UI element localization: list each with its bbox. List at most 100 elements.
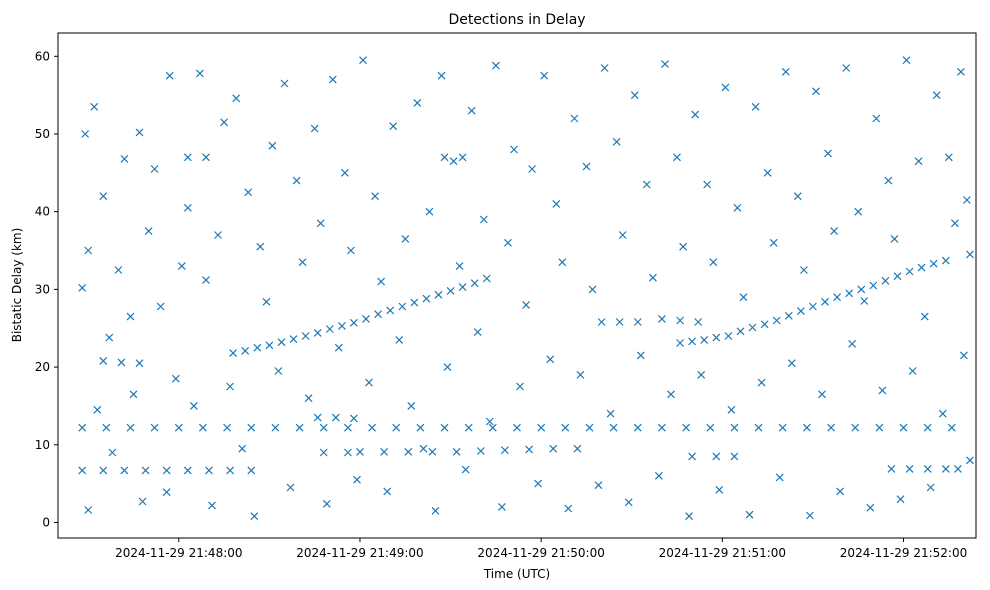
y-tick-label: 30 xyxy=(35,282,50,296)
data-point xyxy=(223,423,232,432)
data-point xyxy=(497,502,506,511)
data-point xyxy=(703,180,712,189)
data-point xyxy=(609,423,618,432)
data-point xyxy=(78,423,87,432)
data-point xyxy=(340,168,349,177)
data-point xyxy=(144,227,153,236)
data-point xyxy=(691,110,700,119)
data-point xyxy=(908,367,917,375)
data-point xyxy=(872,114,881,123)
data-point xyxy=(313,328,322,337)
data-point xyxy=(226,382,235,391)
data-point xyxy=(90,102,99,111)
data-point xyxy=(301,332,310,340)
data-point xyxy=(226,466,235,475)
data-point xyxy=(99,466,108,475)
data-point xyxy=(784,311,793,320)
data-point xyxy=(156,302,165,311)
data-point xyxy=(99,192,108,201)
data-point xyxy=(102,423,111,432)
data-point xyxy=(250,512,259,521)
data-point xyxy=(730,452,739,461)
data-point xyxy=(953,464,962,473)
data-point xyxy=(78,466,87,475)
data-point xyxy=(661,60,669,69)
data-point xyxy=(380,447,389,456)
data-point xyxy=(751,102,760,111)
data-point xyxy=(582,162,591,171)
data-point xyxy=(597,318,606,326)
data-point xyxy=(818,390,826,399)
data-point xyxy=(941,256,950,265)
data-point xyxy=(950,219,959,228)
data-point xyxy=(966,250,974,259)
data-point xyxy=(141,466,150,475)
data-point xyxy=(525,445,534,454)
data-point xyxy=(458,283,467,292)
data-point xyxy=(150,423,159,432)
data-point xyxy=(440,153,449,162)
data-point xyxy=(177,262,186,271)
data-point xyxy=(676,339,685,347)
data-point xyxy=(280,79,289,88)
data-point xyxy=(537,423,546,432)
data-point xyxy=(356,447,364,456)
data-point xyxy=(821,297,829,306)
data-point xyxy=(434,290,443,299)
data-point xyxy=(676,316,685,325)
data-point xyxy=(745,510,754,519)
data-point xyxy=(205,466,213,475)
data-point xyxy=(265,341,274,350)
data-point xyxy=(389,122,398,131)
data-point xyxy=(606,409,615,418)
data-point xyxy=(860,297,869,305)
data-point xyxy=(298,258,307,267)
data-point xyxy=(464,423,473,432)
data-point xyxy=(516,382,524,391)
data-point xyxy=(754,423,763,432)
data-point xyxy=(105,333,114,342)
data-point xyxy=(398,302,407,311)
data-point xyxy=(286,483,295,492)
data-point xyxy=(700,335,709,344)
data-point xyxy=(633,423,642,432)
data-point xyxy=(966,456,974,465)
data-point xyxy=(893,272,902,281)
data-point xyxy=(866,503,875,512)
data-point xyxy=(573,444,582,453)
data-point xyxy=(905,267,914,276)
data-point xyxy=(479,215,488,224)
data-point xyxy=(881,276,890,285)
data-point xyxy=(887,464,896,473)
data-point xyxy=(694,318,703,326)
data-point xyxy=(706,423,715,432)
data-point xyxy=(842,64,851,72)
data-point xyxy=(322,499,331,508)
data-point xyxy=(431,506,440,515)
data-point xyxy=(108,448,117,457)
y-axis-label: Bistatic Delay (km) xyxy=(10,228,24,343)
data-point xyxy=(135,128,144,137)
data-point xyxy=(808,302,817,311)
data-point xyxy=(289,335,298,344)
data-point xyxy=(787,359,796,368)
data-point xyxy=(824,149,832,158)
x-tick-label: 2024-11-29 21:49:00 xyxy=(296,546,423,560)
x-tick-label: 2024-11-29 21:48:00 xyxy=(115,546,242,560)
data-point xyxy=(899,423,908,432)
data-point xyxy=(365,378,373,387)
data-point xyxy=(500,446,509,455)
data-point xyxy=(455,262,464,271)
data-point xyxy=(884,176,893,185)
data-point xyxy=(120,154,129,163)
data-point xyxy=(657,423,666,432)
data-point xyxy=(594,481,603,490)
data-point xyxy=(253,343,262,352)
data-point xyxy=(292,176,301,185)
data-point xyxy=(328,75,337,84)
data-point xyxy=(81,130,90,138)
data-point xyxy=(932,91,941,100)
data-point xyxy=(129,390,138,399)
data-point xyxy=(836,487,845,496)
